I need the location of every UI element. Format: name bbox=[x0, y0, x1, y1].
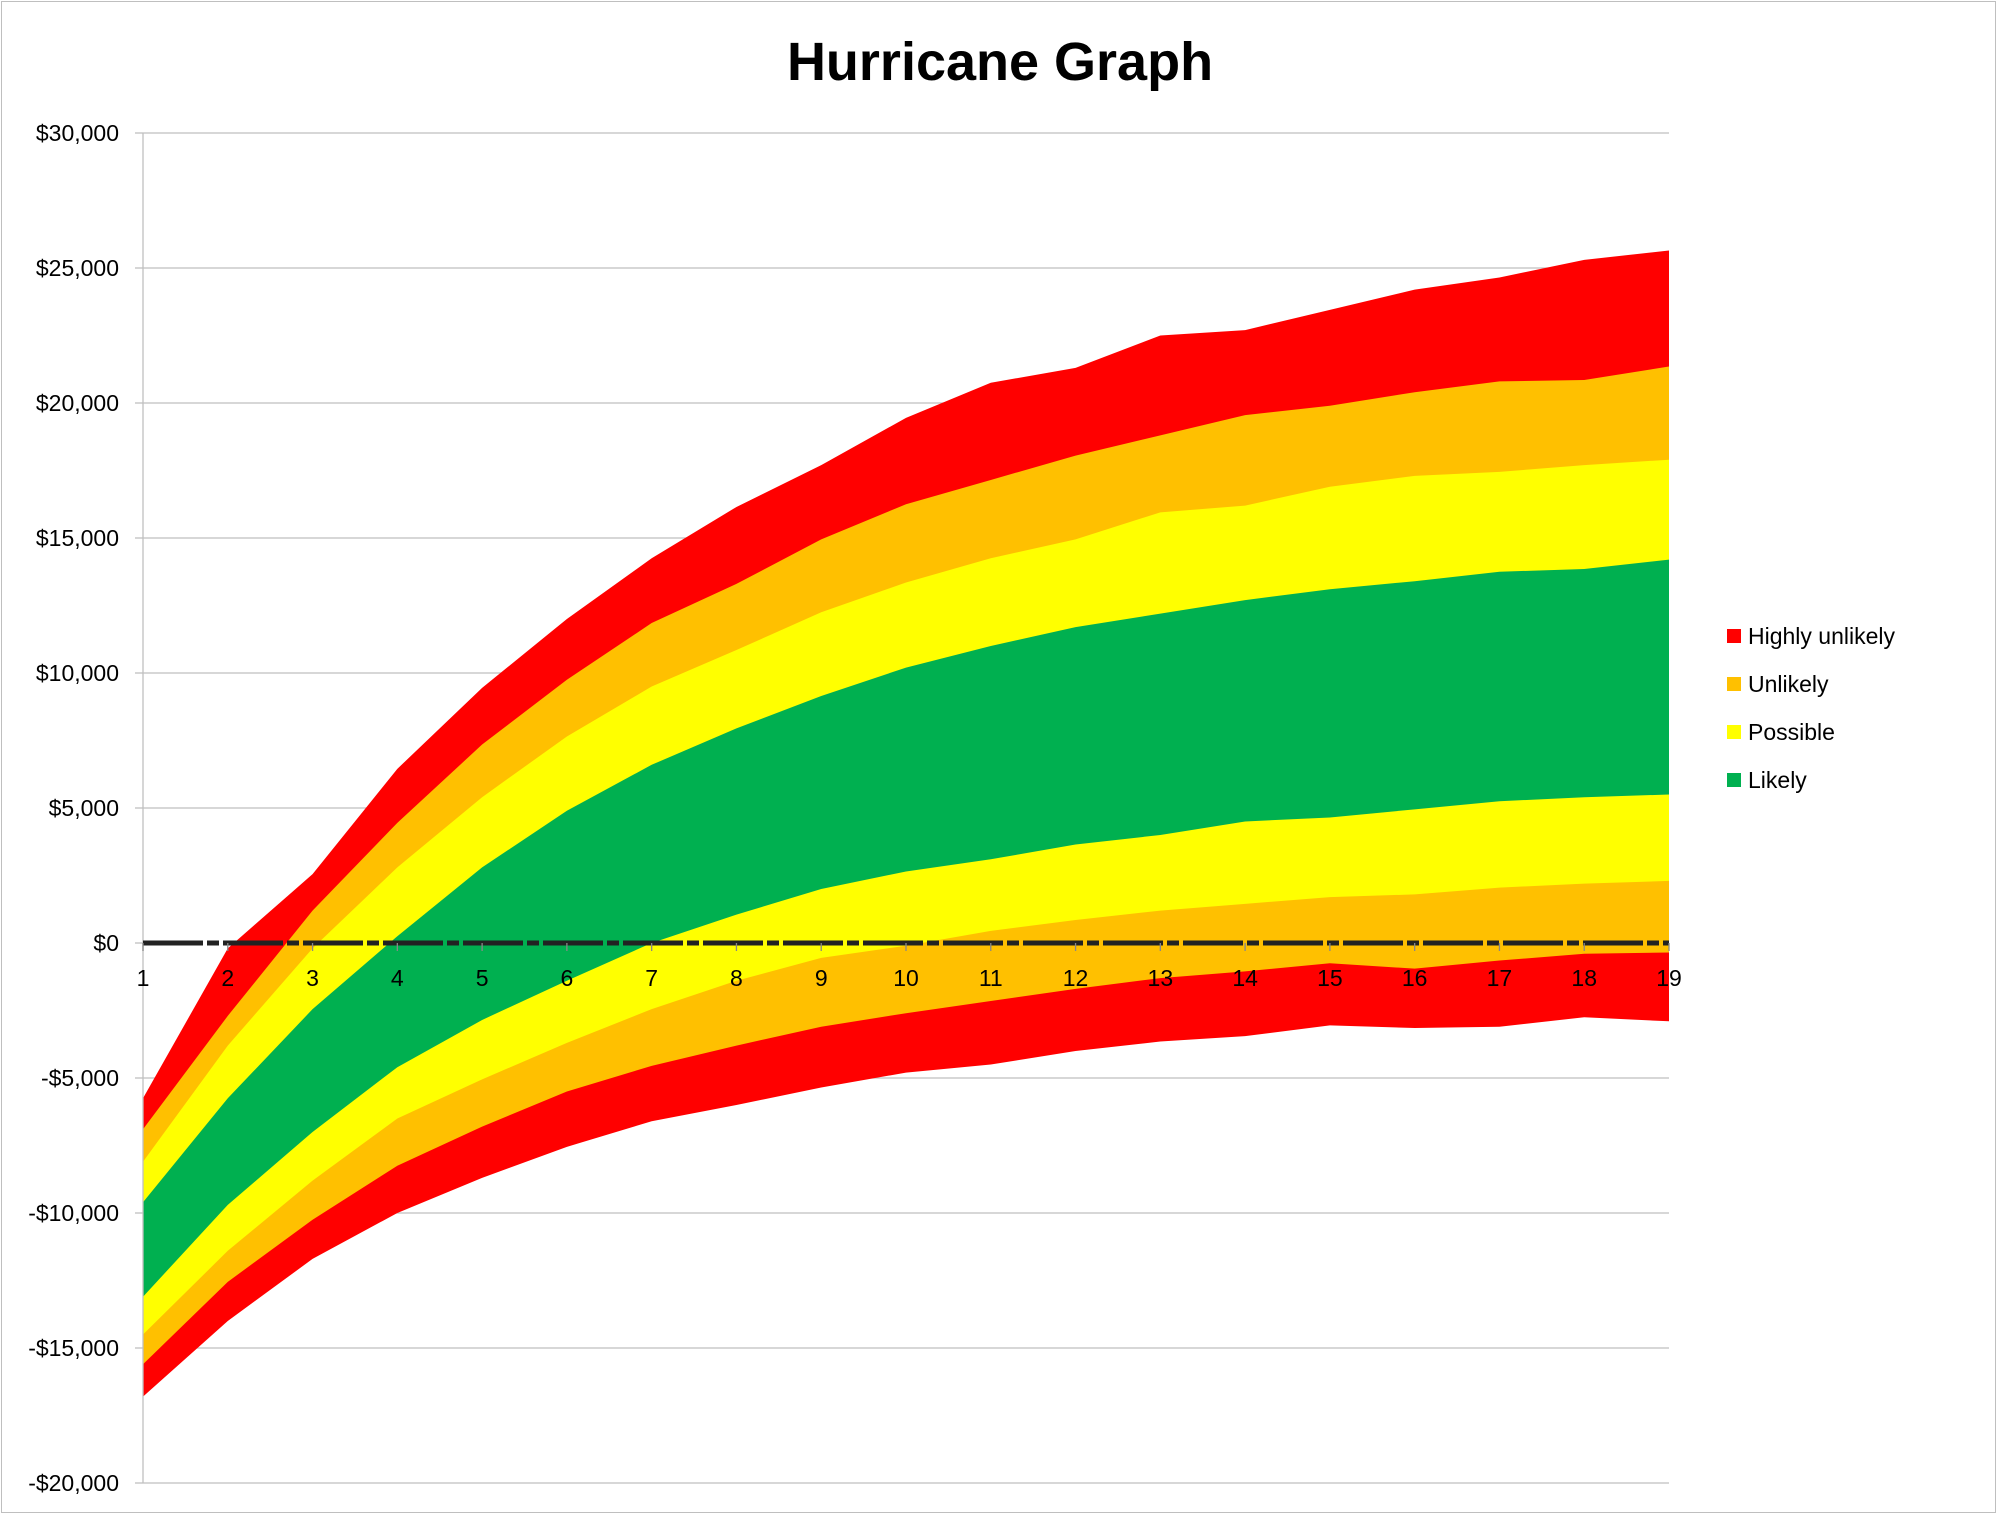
x-tick-labels: 1 2 3 4 5 6 7 8 9 10 11 12 13 14 15 16 17 18 19 bbox=[137, 965, 1682, 991]
x-tick-label: 4 bbox=[391, 965, 404, 991]
x-tick-label: 19 bbox=[1656, 965, 1682, 991]
x-tick-label: 2 bbox=[221, 965, 234, 991]
legend-swatch bbox=[1727, 677, 1741, 691]
x-tick-label: 13 bbox=[1148, 965, 1174, 991]
legend: Highly unlikely Unlikely Possible Likely bbox=[1727, 623, 1896, 793]
legend-label: Likely bbox=[1748, 767, 1807, 793]
y-tick-label: -$5,000 bbox=[41, 1065, 119, 1091]
legend-swatch bbox=[1727, 629, 1741, 643]
x-tick-label: 17 bbox=[1487, 965, 1513, 991]
x-tick-label: 10 bbox=[893, 965, 919, 991]
x-tick-label: 9 bbox=[815, 965, 828, 991]
band-likely bbox=[143, 559, 1669, 1297]
legend-swatch bbox=[1727, 725, 1741, 739]
x-tick-label: 1 bbox=[137, 965, 150, 991]
bands bbox=[143, 250, 1669, 1397]
chart-title: Hurricane Graph bbox=[787, 32, 1213, 92]
y-tick-label: $20,000 bbox=[36, 390, 119, 416]
y-tick-label: $5,000 bbox=[49, 795, 119, 821]
x-tick-label: 11 bbox=[979, 965, 1003, 991]
legend-label: Unlikely bbox=[1748, 671, 1829, 697]
y-tick-label: $10,000 bbox=[36, 660, 119, 686]
x-tick-label: 15 bbox=[1317, 965, 1343, 991]
x-tick-label: 5 bbox=[476, 965, 489, 991]
y-tick-label: $0 bbox=[93, 930, 119, 956]
legend-swatch bbox=[1727, 773, 1741, 787]
x-tick-label: 18 bbox=[1571, 965, 1597, 991]
legend-label: Possible bbox=[1748, 719, 1835, 745]
y-tick-label: $15,000 bbox=[36, 525, 119, 551]
y-tick-label: $25,000 bbox=[36, 255, 119, 281]
y-tick-label: -$10,000 bbox=[28, 1200, 119, 1226]
x-tick-label: 14 bbox=[1232, 965, 1258, 991]
axes bbox=[142, 133, 1670, 1483]
x-tick-label: 7 bbox=[645, 965, 658, 991]
y-tick-label: -$15,000 bbox=[28, 1335, 119, 1361]
y-tick-label: $30,000 bbox=[36, 120, 119, 146]
x-tick-label: 12 bbox=[1063, 965, 1089, 991]
x-tick-label: 16 bbox=[1402, 965, 1428, 991]
y-tick-labels: $30,000 $25,000 $20,000 $15,000 $10,000 $5,00… bbox=[28, 120, 119, 1496]
x-tick-label: 8 bbox=[730, 965, 743, 991]
x-tick-label: 3 bbox=[306, 965, 319, 991]
x-tick-label: 6 bbox=[560, 965, 573, 991]
y-tick-label: -$20,000 bbox=[28, 1470, 119, 1496]
legend-label: Highly unlikely bbox=[1748, 623, 1896, 649]
